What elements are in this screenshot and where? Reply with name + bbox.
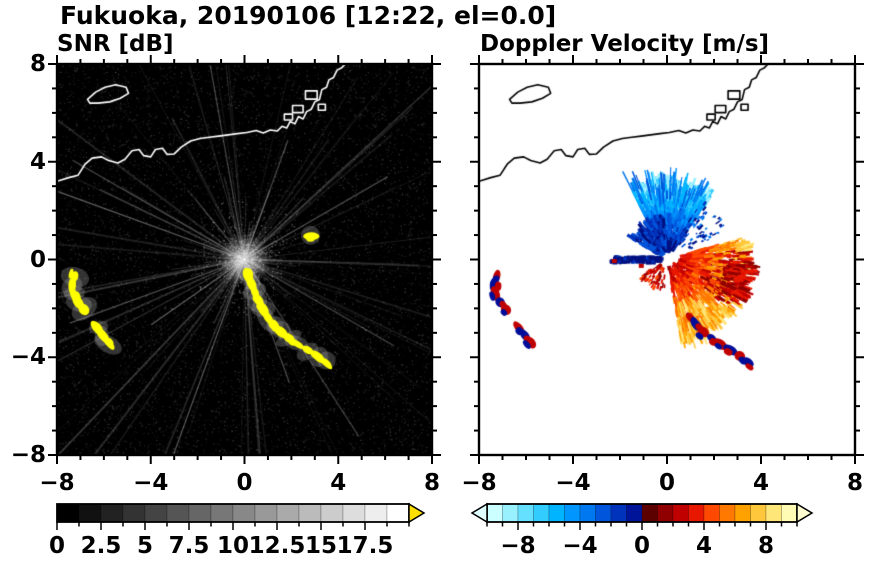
y-tick-label: 4 [29,148,46,175]
y-tick-label: 0 [29,246,46,273]
doppler-panel-title: Doppler Velocity [m/s] [480,31,770,57]
x-tick-label: −4 [133,470,169,496]
colorbar-tick-label: 17.5 [336,533,394,559]
colorbar-tick-label: 15 [304,533,338,559]
doppler-colorbar [470,502,814,530]
x-tick-label: −8 [461,470,497,496]
x-tick-label: 8 [423,470,441,496]
snr-radar-image [57,64,432,455]
colorbar-tick-label: −8 [500,533,536,559]
doppler-axes-frame [470,55,864,464]
x-tick-label: 0 [658,470,676,496]
colorbar-tick-label: 12.5 [248,533,306,559]
snr-axes-frame [48,55,441,464]
colorbar-tick-label: 0 [48,533,66,559]
figure-title: Fukuoka, 20190106 [12:22, el=0.0] [60,1,557,30]
colorbar-tick-label: 4 [695,533,713,559]
x-tick-label: −4 [555,470,591,496]
snr-panel-title: SNR [dB] [57,31,174,57]
colorbar-tick-label: −4 [562,533,598,559]
colorbar-tick-label: 10 [216,533,250,559]
colorbar-tick-label: 8 [757,533,775,559]
colorbar-tick-label: 5 [136,533,154,559]
x-tick-label: 0 [236,470,253,496]
x-tick-label: 4 [330,470,347,496]
doppler-radar-image [479,64,855,455]
snr-colorbar [56,502,426,530]
y-tick-label: 8 [29,51,46,77]
colorbar-tick-label: 2.5 [80,533,122,559]
x-tick-label: 8 [846,470,864,496]
x-tick-label: 4 [752,470,770,496]
colorbar-tick-label: 0 [633,533,651,559]
y-tick-label: −8 [10,442,46,468]
colorbar-tick-label: 7.5 [168,533,210,559]
y-tick-label: −4 [10,344,46,371]
x-tick-label: −8 [39,470,75,496]
